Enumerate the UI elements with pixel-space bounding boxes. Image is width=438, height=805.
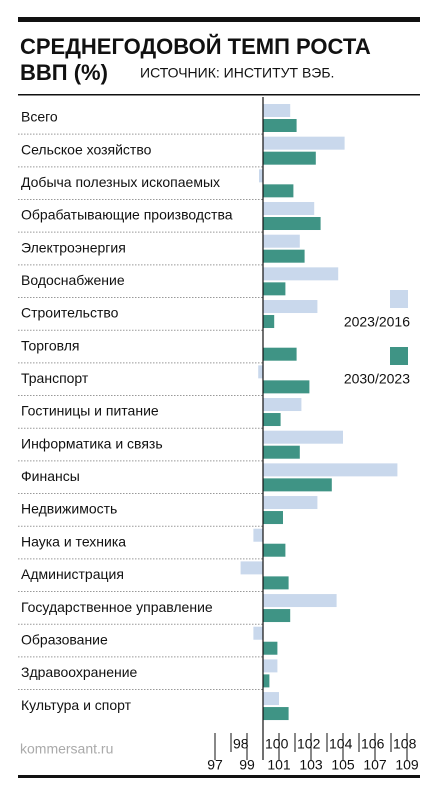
bar [258, 365, 263, 379]
category-label: Администрация [21, 566, 124, 582]
bar [263, 609, 291, 623]
category-label: Торговля [21, 337, 79, 353]
top-rule [18, 17, 420, 22]
bar [263, 478, 332, 492]
x-tick-label: 100 [265, 736, 289, 752]
bar [263, 184, 294, 198]
legend-swatch [390, 347, 408, 365]
x-tick-label: 103 [299, 757, 323, 773]
x-tick-label: 109 [395, 757, 419, 773]
bottom-rule [18, 775, 420, 778]
bar [263, 445, 300, 459]
bar [253, 528, 263, 542]
bar [263, 315, 275, 329]
bar [263, 380, 310, 394]
x-tick-label: 102 [297, 736, 321, 752]
bar [263, 151, 316, 165]
legend-swatch [390, 290, 408, 308]
bar [263, 543, 286, 557]
category-label: Обрабатывающие производства [21, 207, 233, 223]
category-label: Недвижимость [21, 501, 117, 517]
category-label: Гостиницы и питание [21, 403, 159, 419]
bar [263, 594, 337, 608]
x-tick-label: 108 [393, 736, 417, 752]
bar [263, 249, 305, 263]
bar [263, 576, 289, 590]
x-tick-label: 99 [239, 757, 255, 773]
bar [263, 463, 398, 477]
bar [263, 282, 286, 296]
category-label: Образование [21, 631, 108, 647]
x-tick-label: 105 [331, 757, 355, 773]
bar [263, 217, 321, 231]
bar [263, 707, 289, 721]
x-tick-label: 106 [361, 736, 385, 752]
bar [259, 169, 263, 183]
bar [263, 674, 270, 688]
header-rule [18, 94, 420, 96]
bar [263, 347, 297, 361]
chart-title: ВВП (%) [20, 60, 108, 85]
source: ИСТОЧНИК: ИНСТИТУТ ВЭБ. [140, 65, 334, 81]
category-label: Культура и спорт [21, 697, 132, 713]
x-tick-label: 97 [207, 757, 223, 773]
category-label: Сельское хозяйство [21, 141, 152, 157]
bar [263, 413, 281, 427]
bar [240, 561, 263, 575]
legend-label: 2030/2023 [344, 371, 410, 387]
category-label: Строительство [21, 305, 119, 321]
category-label: Электроэнергия [21, 239, 126, 255]
category-label: Финансы [21, 468, 80, 484]
bar [263, 496, 318, 510]
x-tick-label: 104 [329, 736, 353, 752]
bar [263, 136, 345, 150]
bar [263, 267, 339, 281]
bar [263, 234, 300, 248]
bar [263, 104, 291, 117]
bar [253, 626, 263, 640]
bar [263, 641, 278, 655]
category-label: Добыча полезных ископаемых [21, 174, 220, 190]
x-tick-label: 107 [363, 757, 387, 773]
bar [263, 119, 297, 132]
category-label: Информатика и связь [21, 435, 163, 451]
category-label: Транспорт [21, 370, 89, 386]
chart-title: СРЕДНЕГОДОВОЙ ТЕМП РОСТА [20, 34, 371, 59]
category-label: Всего [21, 109, 58, 125]
x-tick-label: 98 [233, 736, 249, 752]
bar [263, 511, 283, 525]
category-label: Здравоохранение [21, 664, 138, 680]
category-label: Наука и техника [21, 533, 126, 549]
bar [263, 692, 279, 706]
category-label: Водоснабжение [21, 272, 125, 288]
bar [263, 300, 318, 314]
x-tick-label: 101 [267, 757, 291, 773]
category-label: Государственное управление [21, 599, 213, 615]
bar [263, 202, 315, 216]
legend-label: 2023/2016 [344, 314, 410, 330]
footer: kommersant.ru [20, 741, 113, 757]
bar [263, 659, 278, 673]
bar [263, 430, 343, 444]
bar [263, 398, 302, 412]
